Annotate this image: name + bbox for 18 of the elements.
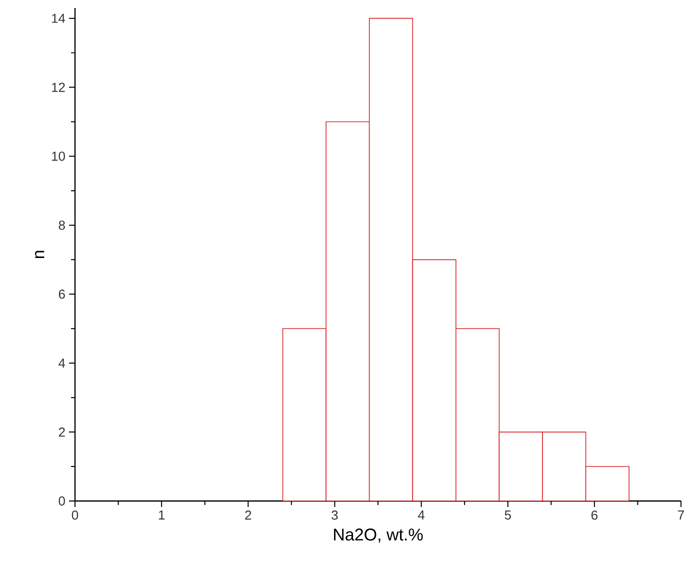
y-tick-label: 4 <box>58 358 66 368</box>
y-tick-label: 14 <box>52 14 66 23</box>
x-tick-label: 1 <box>158 510 165 520</box>
x-tick-label: 3 <box>332 510 338 520</box>
y-tick-label: 0 <box>58 496 65 506</box>
x-axis-title: Na2O, wt.% <box>334 528 423 543</box>
y-tick-label: 8 <box>58 220 65 230</box>
x-tick-label: 0 <box>72 510 78 520</box>
x-tick-label: 6 <box>591 510 598 520</box>
y-tick-label: 6 <box>58 290 65 299</box>
y-tick-label: 2 <box>58 428 65 437</box>
y-axis-title: n <box>35 250 44 258</box>
x-tick-label: 5 <box>504 510 511 520</box>
y-tick-label: 12 <box>52 82 65 92</box>
x-tick-label: 4 <box>418 510 425 520</box>
x-tick-label: 2 <box>245 510 252 520</box>
y-tick-label: 10 <box>52 152 65 161</box>
x-tick-label: 7 <box>678 510 684 520</box>
